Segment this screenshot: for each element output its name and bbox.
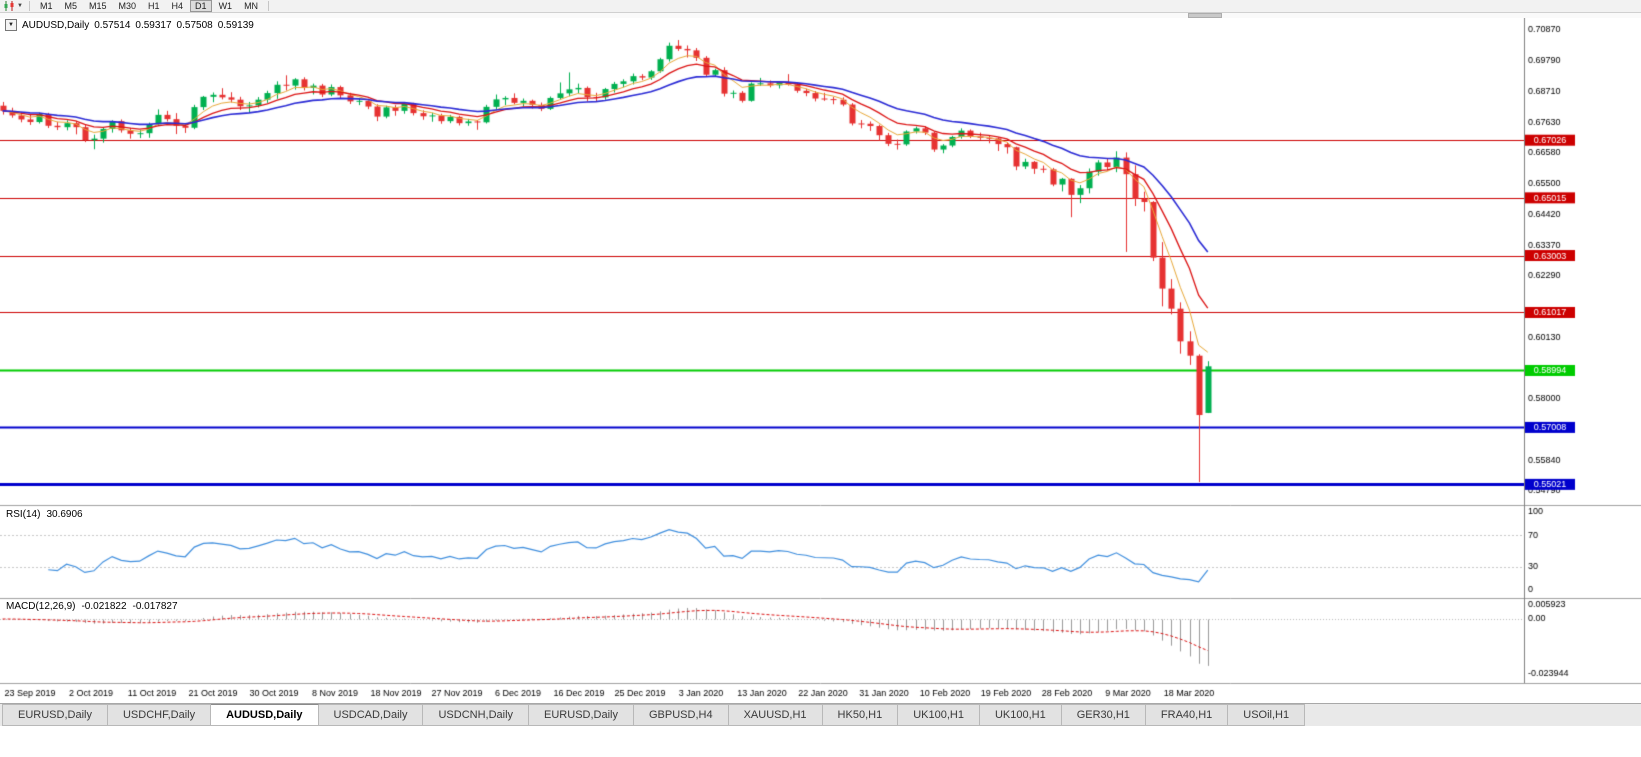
timeframe-toolbar: ▼ M1 M5 M15 M30 H1 H4 D1 W1 MN [0, 0, 1641, 13]
timeframe-button-m1[interactable]: M1 [39, 1, 53, 11]
timeframe-button-h4[interactable]: H4 [171, 1, 184, 11]
toolbar-separator [28, 1, 30, 11]
ohlc-open: 0.57514 [94, 19, 131, 31]
chart-tab-audusd-daily[interactable]: AUDUSD,Daily [211, 704, 319, 726]
macd-indicator-label: MACD(12,26,9) -0.021822 -0.017827 [6, 601, 178, 612]
chart-tab-usdcad-daily[interactable]: USDCAD,Daily [318, 704, 424, 726]
rsi-name: RSI(14) [6, 509, 41, 520]
chart-tab-xauusd-h1[interactable]: XAUUSD,H1 [728, 704, 823, 726]
timeframe-button-w1[interactable]: W1 [218, 1, 233, 11]
chart-scrollbar[interactable] [0, 13, 1641, 18]
chart-symbol-period: AUDUSD,Daily [22, 19, 90, 31]
timeframe-button-h1[interactable]: H1 [148, 1, 160, 11]
price-chart-canvas[interactable] [0, 13, 1641, 703]
chart-menu-icon[interactable]: ▼ [5, 19, 17, 31]
timeframe-button-mn[interactable]: MN [244, 1, 259, 11]
chart-tab-uk100-h1[interactable]: UK100,H1 [898, 704, 980, 726]
chart-tab-hk50-h1[interactable]: HK50,H1 [822, 704, 899, 726]
chart-title: ▼ AUDUSD,Daily 0.57514 0.59317 0.57508 0… [5, 19, 254, 31]
chart-tab-fra40-h1[interactable]: FRA40,H1 [1145, 704, 1229, 726]
chart-type-caret-icon[interactable]: ▼ [17, 3, 23, 9]
toolbar-separator [268, 1, 270, 11]
ohlc-low: 0.57508 [176, 19, 213, 31]
chart-scrollbar-thumb[interactable] [1188, 13, 1222, 18]
timeframe-button-m30[interactable]: M30 [118, 1, 137, 11]
chart-tab-ger30-h1[interactable]: GER30,H1 [1061, 704, 1146, 726]
timeframe-button-d1[interactable]: D1 [190, 0, 212, 12]
chart-tab-eurusd-daily[interactable]: EURUSD,Daily [2, 704, 108, 726]
ohlc-high: 0.59317 [135, 19, 172, 31]
macd-name: MACD(12,26,9) [6, 601, 76, 612]
timeframe-buttons: M1 M5 M15 M30 H1 H4 D1 W1 MN [34, 0, 264, 12]
bottom-filler [0, 726, 1641, 757]
chart-type-icon[interactable] [3, 1, 16, 11]
rsi-value: 30.6906 [46, 509, 83, 520]
macd-main-value: -0.021822 [81, 601, 127, 612]
chart-tab-eurusd-daily[interactable]: EURUSD,Daily [529, 704, 634, 726]
rsi-indicator-label: RSI(14) 30.6906 [6, 509, 83, 520]
chart-window-tabbar: EURUSD,Daily USDCHF,Daily AUDUSD,Daily USDC… [0, 703, 1641, 726]
macd-signal-value: -0.017827 [132, 601, 178, 612]
chart-tab-gbpusd-h4[interactable]: GBPUSD,H4 [634, 704, 729, 726]
timeframe-button-m5[interactable]: M5 [64, 1, 77, 11]
chart-tab-usoil-h1[interactable]: USOil,H1 [1228, 704, 1306, 726]
timeframe-button-m15[interactable]: M15 [88, 1, 107, 11]
chart-tab-usdcnh-daily[interactable]: USDCNH,Daily [423, 704, 530, 726]
chart-tab-uk100-h1[interactable]: UK100,H1 [979, 704, 1062, 726]
chart-tab-usdchf-daily[interactable]: USDCHF,Daily [107, 704, 212, 726]
ohlc-close: 0.59139 [217, 19, 254, 31]
